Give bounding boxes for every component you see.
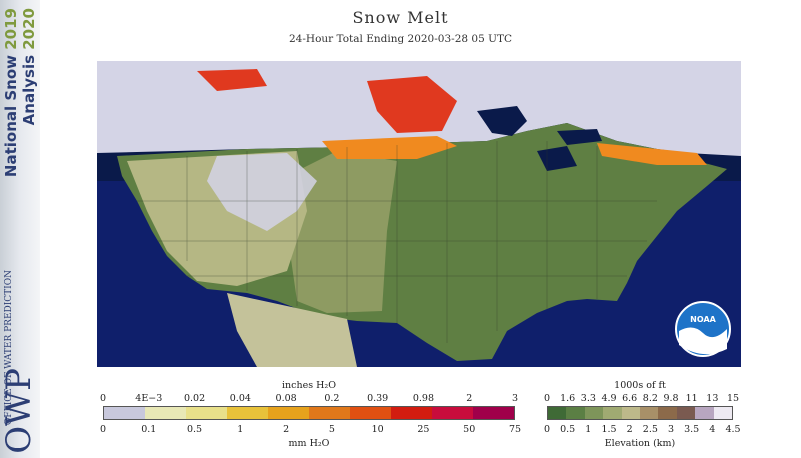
melt-legend-tick: 0.2	[324, 393, 340, 404]
melt-bar-swatch	[268, 407, 309, 419]
elev-legend-tick: 15	[726, 393, 740, 404]
melt-legend-tick: 4E−3	[135, 393, 163, 404]
melt-bar-swatch	[473, 407, 514, 419]
map-title: Snow Melt	[352, 8, 449, 27]
owp-logo-text: OWP	[0, 368, 39, 454]
melt-legend-top-label: inches H₂O	[282, 380, 336, 391]
elev-bar-swatch	[640, 407, 659, 419]
elev-bar-swatch	[676, 407, 696, 419]
elev-legend-tick: 4.9	[601, 393, 617, 404]
melt-legend-tick: 3	[511, 393, 519, 404]
elev-legend-tick: 3	[667, 424, 675, 435]
melt-bar-swatch	[309, 407, 350, 419]
great-plains	[287, 151, 397, 313]
elev-legend-bottom-label: Elevation (km)	[604, 438, 676, 449]
melt-legend-tick: 0.39	[367, 393, 389, 404]
elev-legend-tick: 8.2	[642, 393, 658, 404]
melt-legend-tick: 10	[371, 424, 384, 435]
noaa-logo: NOAA	[675, 301, 731, 357]
melt-legend-tick: 0	[99, 393, 107, 404]
elev-legend-tick: 6.6	[622, 393, 638, 404]
melt-legend-tick: 0.08	[275, 393, 297, 404]
elev-legend-tick: 0.5	[560, 424, 576, 435]
melt-legend-tick: 5	[328, 424, 335, 435]
owp-sidebar: National Snow 2019 Analysis 2020 OFFICE …	[0, 0, 40, 458]
mountain-snowpack	[207, 153, 317, 231]
melt-bar-swatch	[227, 407, 268, 419]
state-borders	[137, 141, 657, 343]
melt-legend-tick: 0	[99, 424, 107, 435]
melt-bar-swatch	[391, 407, 432, 419]
elev-legend-tick: 1.5	[601, 424, 617, 435]
elev-legend-tick: 0	[543, 393, 551, 404]
elev-legend-tick: 4	[709, 424, 716, 435]
melt-legend-tick: 0.04	[229, 393, 251, 404]
elev-bar-swatch	[621, 407, 641, 419]
mexico-region	[227, 293, 357, 367]
elev-legend-tick: 0	[543, 424, 551, 435]
melt-bar-swatch	[104, 407, 145, 419]
melt-band-north-mid	[322, 136, 457, 159]
melt-band-north-high	[367, 76, 457, 133]
elev-bar-swatch	[695, 407, 714, 419]
elev-legend-tick: 2	[626, 424, 633, 435]
elev-bar-swatch	[713, 407, 733, 419]
elev-legend-tick: 13	[706, 393, 719, 404]
elev-legend-tick: 3.3	[580, 393, 596, 404]
elev-legend-tick: 2.5	[642, 424, 658, 435]
melt-legend-tick: 1	[237, 424, 244, 435]
elev-bar-swatch	[658, 407, 677, 419]
melt-legend-tick: 75	[508, 424, 522, 435]
melt-legend-colorbar	[103, 406, 515, 420]
melt-band-northeast	[597, 143, 707, 165]
map-subtitle: 24-Hour Total Ending 2020-03-28 05 UTC	[289, 33, 512, 45]
elev-bar-swatch	[566, 407, 585, 419]
melt-bar-swatch	[186, 407, 227, 419]
melt-band-west	[197, 69, 267, 91]
melt-bar-swatch	[350, 407, 391, 419]
elev-legend-colorbar	[547, 406, 733, 420]
melt-legend-tick: 0.02	[183, 393, 206, 404]
melt-legend-tick: 50	[463, 424, 476, 435]
elev-legend-tick: 1	[585, 424, 592, 435]
elev-bar-swatch	[603, 407, 622, 419]
noaa-logo-text: NOAA	[690, 315, 716, 324]
melt-legend-tick: 2	[283, 424, 290, 435]
elev-bar-swatch	[548, 407, 567, 419]
melt-legend-tick: 2	[466, 393, 473, 404]
elev-legend-tick: 1.6	[560, 393, 576, 404]
great-lakes	[477, 106, 602, 171]
elev-bar-swatch	[584, 407, 604, 419]
noaa-logo-bird	[679, 327, 727, 355]
elev-legend-tick: 9.8	[663, 393, 679, 404]
melt-bar-swatch	[432, 407, 473, 419]
melt-legend-tick: 25	[417, 424, 430, 435]
elev-legend-tick: 4.5	[725, 424, 741, 435]
elev-legend-top-label: 1000s of ft	[614, 380, 666, 391]
melt-legend-tick: 0.98	[412, 393, 435, 404]
melt-legend-tick: 0.1	[141, 424, 157, 435]
elev-legend-tick: 3.5	[684, 424, 700, 435]
melt-legend-bottom-label: mm H₂O	[288, 438, 330, 449]
melt-legend-tick: 0.5	[186, 424, 203, 435]
melt-bar-swatch	[145, 407, 186, 419]
snow-melt-map: NOAA	[97, 61, 741, 367]
elev-legend-tick: 11	[685, 393, 698, 404]
